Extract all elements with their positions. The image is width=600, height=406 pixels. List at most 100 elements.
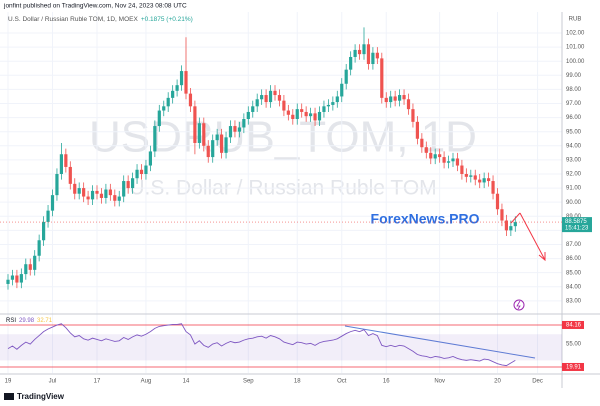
candle-body [398,95,402,101]
x-tick-label: Dec [532,379,543,385]
candle-body [317,111,322,121]
candle-body [295,109,299,120]
candle-body [68,166,72,184]
candle-body [371,52,375,65]
event-icon [513,299,525,311]
candle-body [117,196,121,201]
x-tick-label: Sep [243,379,254,385]
candle-body [495,193,500,210]
candle-body [64,154,68,167]
candle-body [237,127,241,132]
candle-body [500,209,504,221]
x-tick-label: Aug [141,379,152,385]
candle-body [59,154,63,174]
candle-body [429,152,433,159]
symbol: U.S. Dollar / Russian Ruble TOM, 1D, MOE… [8,16,138,23]
y-tick-label: 98.00 [566,87,582,93]
candle-body [55,173,59,196]
y-tick-label: 86.00 [566,256,582,262]
candle-body [77,188,81,194]
candle-body [215,134,219,141]
candle-body [322,106,326,112]
candle-body [46,210,50,222]
candle-body [411,109,415,122]
candle-body [260,95,264,100]
candle-body [362,44,366,55]
y-tick-label: 83.00 [566,298,582,304]
candle-body [264,95,268,103]
candle-body [6,279,10,284]
candle-body [393,96,397,101]
candle-body [162,106,166,111]
candle-body [171,90,175,98]
rsi-level-tag [562,320,584,329]
candle-body [509,226,513,231]
y-tick-label: 93.00 [566,157,582,163]
forecast-arrow [519,212,546,261]
candle-body [122,181,126,197]
candle-body [420,138,424,148]
candle-body [482,178,486,183]
x-tick-label: 19 [5,379,12,385]
candle-body [37,240,41,256]
candle-body [211,140,215,158]
plot [6,27,517,290]
rsi-level-tag [562,362,584,371]
candle-body [86,196,90,200]
candle-body [464,173,468,177]
candle-body [344,69,348,84]
candle-body [82,188,86,197]
logo [4,393,14,400]
x-tick-label: 14 [183,379,190,385]
rsi-header-item: 32.71 [37,318,53,324]
rsi-level-label: 19.91 [566,365,582,371]
candle-body [228,126,233,138]
x-tick-label: 16 [383,379,390,385]
x-tick-label: 18 [294,379,301,385]
event-bolt [516,300,521,310]
candle-body [113,195,117,201]
candle-body [375,52,379,59]
y-tick-label: 92.00 [566,172,582,178]
y-tick-label: 97.00 [566,101,582,107]
y-tick-label: 95.00 [566,129,582,135]
grid [0,12,562,373]
candle-body [402,95,406,100]
x-tick-label: Oct [337,379,347,385]
candle-body [487,178,491,182]
y-tick-label: 87.00 [566,242,582,248]
forecast-line [510,212,521,224]
symbol-line: U.S. Dollar / Russian Ruble TOM, 1D, MOE… [8,16,193,23]
candle-body [438,154,442,158]
candle-body [206,145,210,158]
y-tick-label: 91.00 [566,186,582,192]
candle-body [304,111,308,117]
candle-body [50,195,55,211]
candle-body [99,193,104,198]
candle-body [73,183,77,194]
candle-body [144,165,148,174]
candle-body [433,154,437,159]
candle-body [353,49,357,57]
footer: TradingView [17,392,65,401]
rsi-level-label: 84.16 [566,323,582,329]
candle-body [451,158,455,162]
candle-body [255,99,259,107]
y-tick-label: 89.00 [566,214,582,220]
candle-body [442,157,446,163]
rsi-header: RSI 29.98 32.71 [6,318,53,324]
candle-body [184,71,188,94]
candle-body [513,222,517,227]
candle-body [415,121,419,139]
candle-body [349,56,353,70]
candle-body [157,110,161,127]
candle-body [246,111,250,120]
candle-body [166,97,170,107]
y-tick-label: 99.00 [566,73,582,79]
candle-body [282,100,286,111]
y-tick-label: 84.00 [566,284,582,290]
candle-body [193,106,197,143]
candle-body [126,181,130,189]
x-tick-label: 17 [94,379,101,385]
